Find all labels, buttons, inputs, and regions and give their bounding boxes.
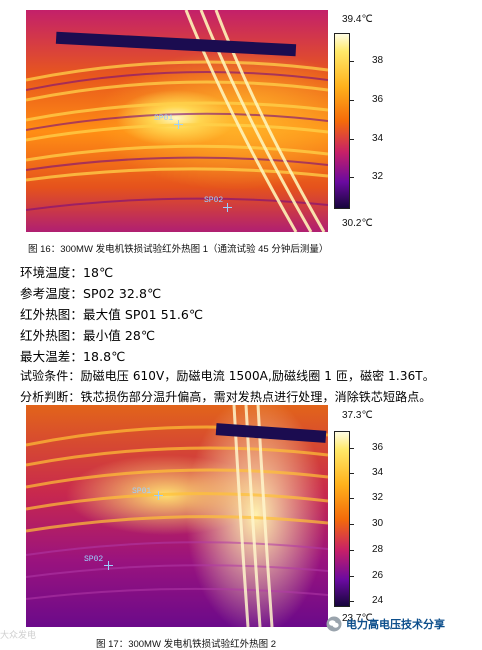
spot-sp01-label: SP01 <box>154 114 174 123</box>
analysis-judgement: 分析判断：铁芯损伤部分温升偏高，需对发热点进行处理，消除铁芯短路点。 <box>20 390 432 404</box>
max-temperature-difference: 最大温差：18.8℃ <box>20 349 126 364</box>
scale2-tick-mark <box>350 448 354 449</box>
scale2-tick-mark <box>350 524 354 525</box>
scale2-tick-mark <box>350 473 354 474</box>
max-temperature: 红外热图：最大值 SP01 51.6℃ <box>20 307 204 322</box>
scale2-tick-32: 32 <box>372 492 384 503</box>
spot2-sp02-marker <box>104 561 113 570</box>
scale1-tick-mark <box>350 177 354 178</box>
scale1-tick-38: 38 <box>372 55 384 66</box>
ambient-temperature: 环境温度：18℃ <box>20 265 114 280</box>
spot2-sp02-label: SP02 <box>84 555 104 564</box>
color-scale-2 <box>334 431 350 607</box>
stator-fins-1 <box>26 10 328 232</box>
spot-sp02-label: SP02 <box>204 196 224 205</box>
reference-temperature: 参考温度：SP02 32.8℃ <box>20 286 162 301</box>
scale1-tick-mark <box>350 61 354 62</box>
color-scale-1 <box>334 33 350 209</box>
scale2-min: 23.7℃ <box>342 613 373 624</box>
wechat-icon <box>326 616 342 632</box>
spot-sp01-marker <box>174 120 183 129</box>
scale2-tick-mark <box>350 498 354 499</box>
scale2-tick-30: 30 <box>372 518 384 529</box>
test-conditions: 试验条件：励磁电压 610V，励磁电流 1500A,励磁线圈 1 匝，磁密 1.… <box>20 369 435 383</box>
scale2-tick-34: 34 <box>372 467 384 478</box>
scale2-max: 37.3℃ <box>342 410 373 421</box>
figure2-caption: 图 17：300MW 发电机铁损试验红外热图 2 <box>96 639 276 650</box>
watermark-right-text: 电力高电压技术分享 <box>346 619 445 631</box>
scale1-min: 30.2℃ <box>342 218 373 229</box>
thermal-image-2: SP01 SP02 <box>26 405 328 627</box>
scale1-tick-36: 36 <box>372 94 384 105</box>
spot-sp02-marker <box>223 203 232 212</box>
scale2-tick-26: 26 <box>372 570 384 581</box>
scale1-tick-mark <box>350 139 354 140</box>
spot2-sp01-label: SP01 <box>132 487 152 496</box>
scale2-tick-mark <box>350 601 354 602</box>
thermal-image-1: SP01 SP02 <box>26 10 328 232</box>
scale1-tick-34: 34 <box>372 133 384 144</box>
min-temperature: 红外热图：最小值 28℃ <box>20 328 156 343</box>
scale2-tick-mark <box>350 550 354 551</box>
scale1-tick-32: 32 <box>372 171 384 182</box>
spot2-sp01-marker <box>154 491 163 500</box>
scale2-tick-mark <box>350 576 354 577</box>
scale2-tick-24: 24 <box>372 595 384 606</box>
stator-fins-2 <box>26 405 328 627</box>
scale1-tick-mark <box>350 100 354 101</box>
scale1-max: 39.4℃ <box>342 14 373 25</box>
scale2-tick-28: 28 <box>372 544 384 555</box>
watermark-right: 电力高电压技术分享 <box>326 616 445 632</box>
watermark-left: 大众发电 <box>0 630 37 640</box>
figure1-caption: 图 16：300MW 发电机铁损试验红外热图 1（通流试验 45 分钟后测量） <box>28 244 329 255</box>
scale2-tick-36: 36 <box>372 442 384 453</box>
